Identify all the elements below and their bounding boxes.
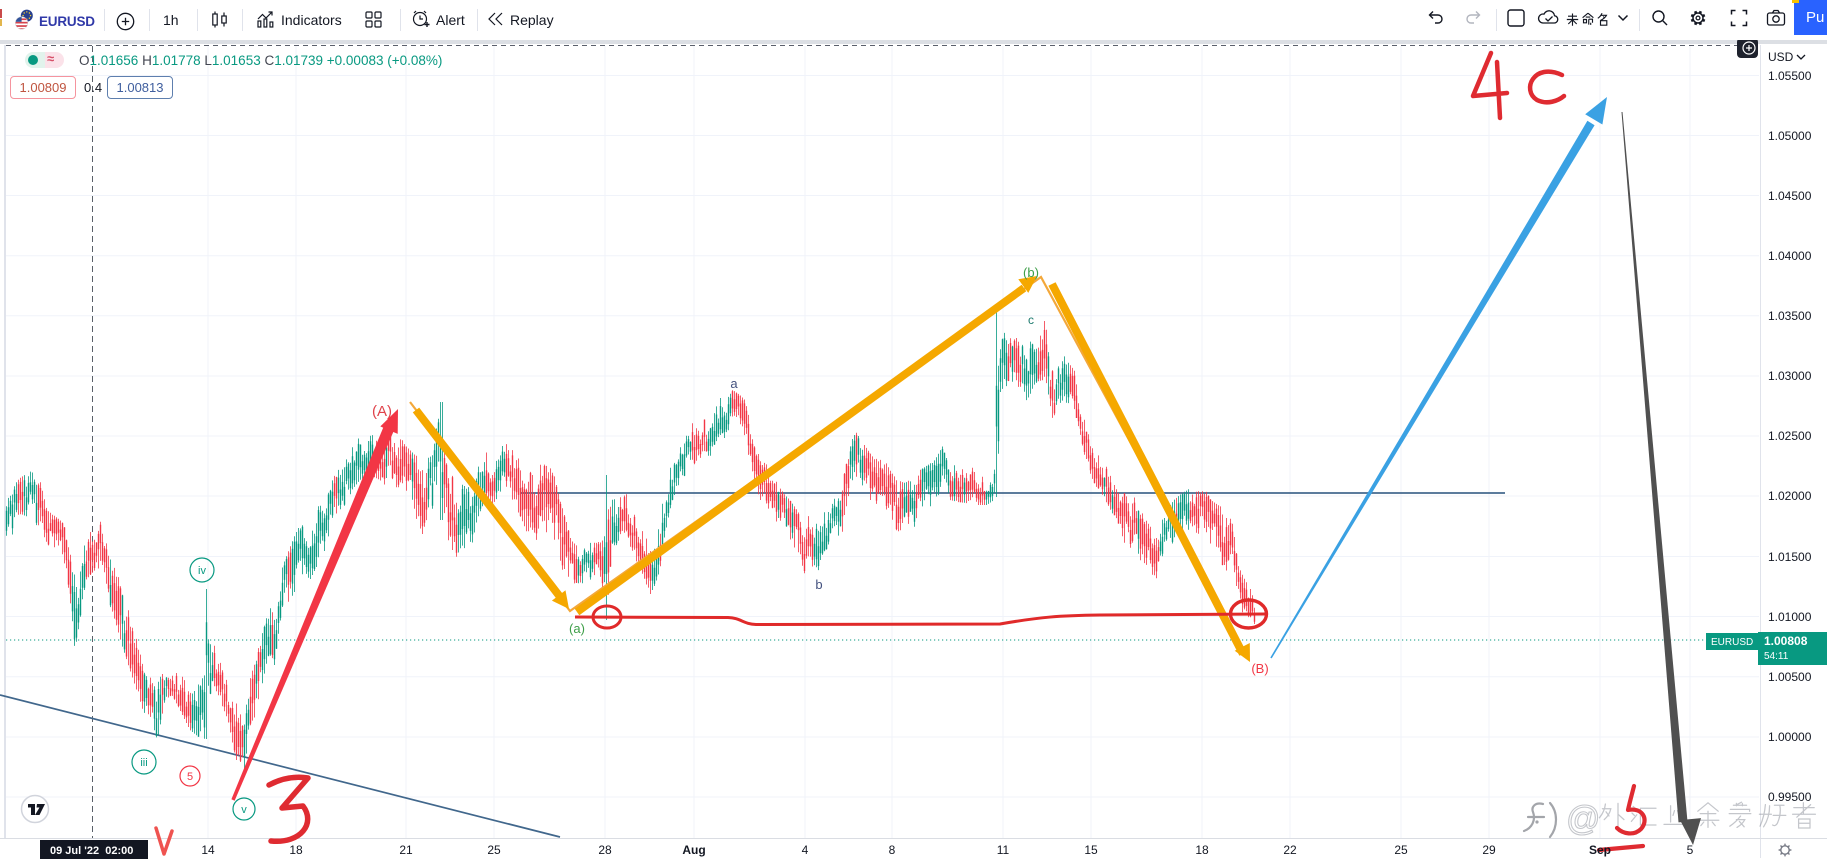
svg-text:1.04000: 1.04000 [1768,249,1812,263]
svg-text:1.05000: 1.05000 [1768,129,1812,143]
svg-text:(a): (a) [569,621,585,636]
svg-text:1.01500: 1.01500 [1768,550,1812,564]
svg-text:1.00500: 1.00500 [1768,670,1812,684]
svg-text:22: 22 [1283,843,1297,857]
svg-text:0.99500: 0.99500 [1768,790,1812,804]
svg-text:4: 4 [802,843,809,857]
svg-text:(B): (B) [1251,661,1268,676]
svg-text:1.03500: 1.03500 [1768,309,1812,323]
svg-text:b: b [815,577,822,592]
svg-text:USD: USD [1768,50,1794,64]
svg-text:5: 5 [1687,843,1694,857]
svg-text:1.05500: 1.05500 [1768,69,1812,83]
svg-text:Aug: Aug [682,843,705,857]
svg-text:1.02500: 1.02500 [1768,429,1812,443]
svg-text:v: v [241,804,247,816]
svg-text:8: 8 [889,843,896,857]
svg-text:25: 25 [1394,843,1408,857]
svg-text:5: 5 [187,771,193,783]
svg-text:(b): (b) [1023,265,1039,280]
svg-text:c: c [1028,313,1034,327]
svg-text:25: 25 [487,843,501,857]
svg-text:1.03000: 1.03000 [1768,369,1812,383]
svg-text:iii: iii [140,757,147,769]
svg-text:54:11: 54:11 [1764,651,1789,662]
svg-text:09 Jul '22 02:00: 09 Jul '22 02:00 [50,845,133,857]
svg-text:iv: iv [198,565,206,577]
svg-text:Sep: Sep [1589,843,1611,857]
svg-text:18: 18 [289,843,303,857]
svg-text:a: a [730,376,738,391]
svg-text:1.04500: 1.04500 [1768,189,1812,203]
svg-text:14: 14 [201,843,215,857]
svg-text:@: @ [1566,800,1601,838]
svg-text:1.01000: 1.01000 [1768,610,1812,624]
svg-text:EURUSD: EURUSD [1711,637,1753,648]
svg-text:1.00000: 1.00000 [1768,730,1812,744]
svg-text:(A): (A) [372,403,392,420]
svg-text:29: 29 [1482,843,1496,857]
svg-text:1.00808: 1.00808 [1764,634,1808,648]
svg-text:1.02000: 1.02000 [1768,489,1812,503]
svg-text:15: 15 [1084,843,1098,857]
svg-text:11: 11 [997,843,1010,857]
svg-text:28: 28 [598,843,612,857]
svg-text:18: 18 [1195,843,1209,857]
svg-text:21: 21 [399,843,413,857]
